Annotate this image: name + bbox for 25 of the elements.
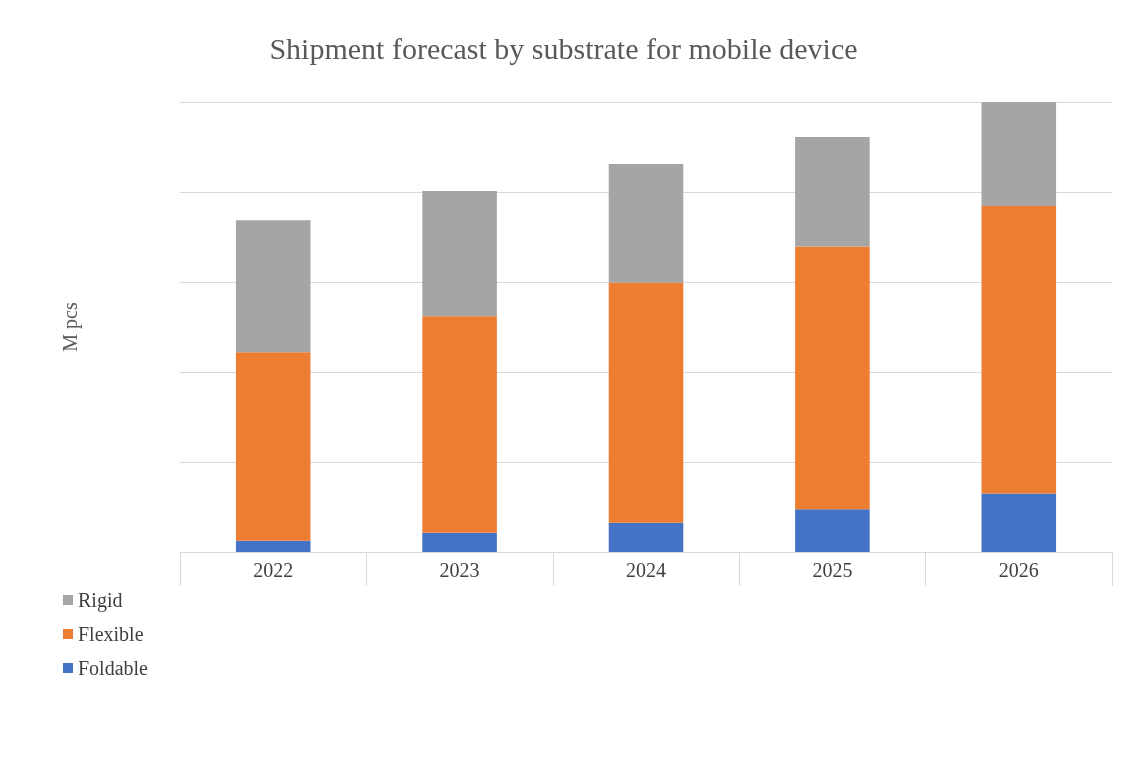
bar [795, 246, 870, 510]
bar [981, 205, 1057, 494]
legend-label: Rigid [78, 589, 123, 612]
x-tick-label: 2023 [439, 559, 480, 581]
x-tick-label: 2022 [253, 559, 294, 581]
chart-title: Shipment forecast by substrate for mobile device [269, 31, 858, 65]
x-tick-label: 2026 [998, 559, 1039, 581]
bar [608, 282, 684, 523]
bar [981, 102, 1057, 206]
x-tick-label: 2025 [812, 559, 853, 581]
bar [235, 352, 311, 541]
bar [235, 540, 311, 552]
bar [795, 509, 870, 552]
y-axis-title: M pcs [59, 302, 82, 352]
bar [422, 532, 497, 552]
legend-label: Foldable [78, 657, 149, 679]
bar [795, 137, 870, 247]
bar [608, 164, 684, 283]
bar [235, 220, 311, 353]
bar [981, 493, 1057, 552]
bar [422, 191, 497, 317]
bar [608, 522, 684, 552]
x-tick-label: 2024 [626, 559, 666, 581]
bar [422, 316, 497, 533]
legend-label: Flexible [78, 623, 144, 645]
